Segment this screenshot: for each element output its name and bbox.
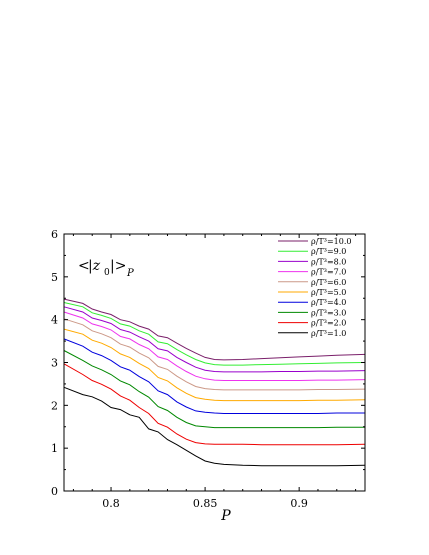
y-tick-label: 0 [51,485,58,498]
y-tick-label: 3 [51,357,58,370]
plot-area [63,298,366,467]
legend-label-5: ρ/T³=6.0 [311,278,346,287]
series-line-5 [63,318,366,391]
y-tick-label: 4 [51,314,58,327]
series-line-3 [63,306,366,373]
legend-label-6: ρ/T³=5.0 [311,288,346,297]
x-tick-label: 0.9 [290,497,308,510]
series-line-6 [63,328,366,402]
series-line-9 [63,363,366,446]
series-line-1 [63,298,366,361]
inset-label: < |z 0 |> P [78,258,134,279]
inset-label-open: < [78,258,90,274]
legend: ρ/T³=10.0ρ/T³=9.0ρ/T³=8.0 ρ/T³=7.0ρ/T³=6.… [278,237,351,338]
series-line-7 [63,338,365,414]
legend-label-3: ρ/T³=8.0 [311,257,346,266]
x-tick-label: 0.8 [102,497,120,510]
inset-label-close: |> [110,258,126,274]
y-tick-label: 5 [51,271,58,284]
inset-label-sub: 0 [104,268,110,278]
legend-label-7: ρ/T³=4.0 [311,298,346,307]
y-tick-label: 1 [51,442,58,455]
inset-label-outer-sub: P [126,268,134,279]
legend-label-8: ρ/T³=3.0 [311,308,346,317]
x-tick-label: 0.85 [193,497,218,510]
series-line-4 [63,311,366,381]
x-axis-title: P [220,508,231,524]
series-line-10 [63,386,366,467]
series-line-8 [63,350,365,429]
y-tick-label: 6 [51,228,58,241]
legend-label-4: ρ/T³=7.0 [311,268,346,277]
legend-label-9: ρ/T³=2.0 [311,319,346,328]
axes: 0 1 2 3 4 5 6 0.8 0.85 0.9 [51,228,365,510]
series-line-2 [63,302,366,366]
inset-label-var: |z [88,258,101,274]
legend-label-1: ρ/T³=10.0 [311,237,351,246]
legend-label-2: ρ/T³=9.0 [311,247,346,256]
y-tick-label: 2 [51,399,58,412]
legend-label-10: ρ/T³=1.0 [311,329,346,338]
